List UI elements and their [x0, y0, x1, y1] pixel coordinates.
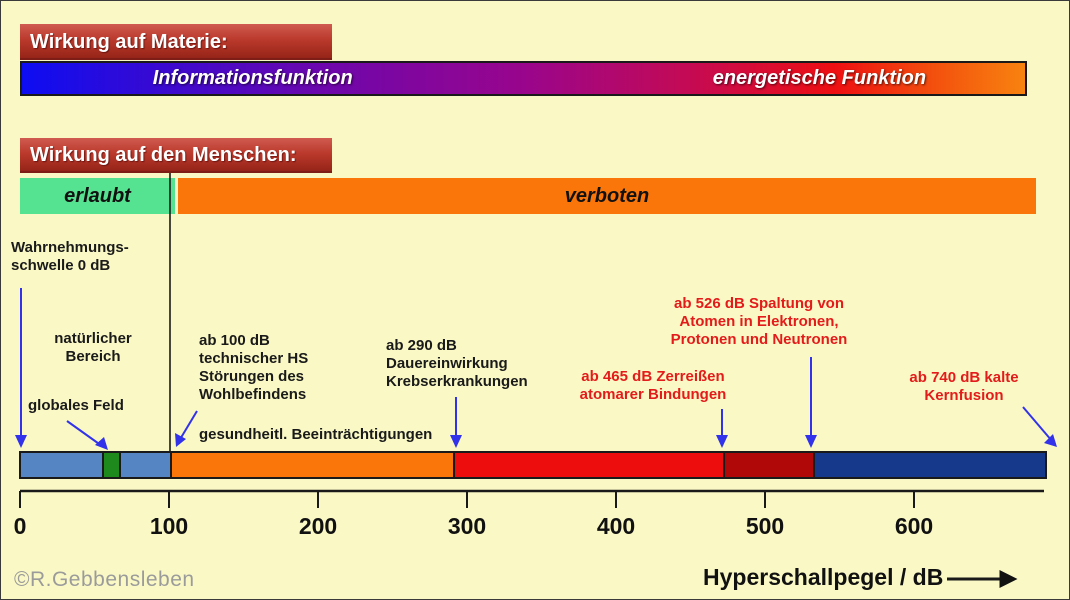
- arrowhead-global-field: [95, 437, 108, 450]
- copyright-label: ©R.Gebbensleben: [14, 568, 195, 591]
- tick-400: 400: [596, 513, 636, 539]
- tick-300: 300: [447, 513, 487, 539]
- matter-function-gradient-bar: Informationsfunktion energetische Funkti…: [20, 61, 1027, 96]
- annotation-health-impairment: gesundheitl. Beeinträchtigungen: [199, 426, 433, 443]
- allowed-bar: erlaubt: [20, 178, 175, 214]
- arrow-740db: [1022, 406, 1053, 442]
- annotation-global-field: globales Feld: [28, 397, 124, 414]
- annotation-740db: ab 740 dB kalte Kernfusion: [909, 369, 1019, 404]
- tick-600: 600: [894, 513, 934, 539]
- arrowhead-0db: [15, 435, 27, 448]
- annotation-perception-threshold: Wahrnehmungs- schwelle 0 dB: [11, 239, 129, 274]
- arrowhead-740db: [1044, 434, 1057, 447]
- arrowhead-465db: [716, 435, 728, 448]
- annotation-100db: ab 100 dB technischer HS Störungen des W…: [199, 332, 309, 403]
- energetic-function-label: energetische Funktion: [712, 67, 927, 89]
- annotation-465db: ab 465 dB Zerreißen atomarer Bindungen: [579, 368, 727, 403]
- scale-segment-health-impairment: [170, 451, 455, 479]
- human-header: Wirkung auf den Menschen:: [20, 138, 332, 173]
- arrowhead-526db: [805, 435, 817, 448]
- x-axis-ticks: [19, 491, 915, 508]
- scale-segment-atom-splitting: [813, 451, 1047, 479]
- annotation-290db: ab 290 dB Dauereinwirkung Krebserkrankun…: [386, 337, 528, 390]
- scale-segment-natural-1: [19, 451, 104, 479]
- information-function-label: Informationsfunktion: [152, 67, 353, 89]
- tick-200: 200: [298, 513, 338, 539]
- arrowhead-290db: [450, 435, 462, 448]
- scale-segment-cancer: [453, 451, 725, 479]
- arrow-100db: [178, 410, 198, 442]
- matter-header: Wirkung auf Materie:: [20, 24, 332, 60]
- arrowhead-100db: [175, 433, 186, 447]
- tick-500: 500: [745, 513, 785, 539]
- axis-title: Hyperschallpegel / dB: [703, 564, 944, 590]
- scale-segment-atomic-bonds: [723, 451, 815, 479]
- scale-segment-natural-2: [119, 451, 172, 479]
- tick-0: 0: [13, 513, 27, 539]
- forbidden-bar: verboten: [178, 178, 1036, 214]
- annotation-natural-range: natürlicher Bereich: [54, 330, 132, 365]
- arrow-global-field: [66, 420, 103, 447]
- annotation-526db: ab 526 dB Spaltung von Atomen in Elektro…: [670, 295, 848, 348]
- tick-100: 100: [149, 513, 189, 539]
